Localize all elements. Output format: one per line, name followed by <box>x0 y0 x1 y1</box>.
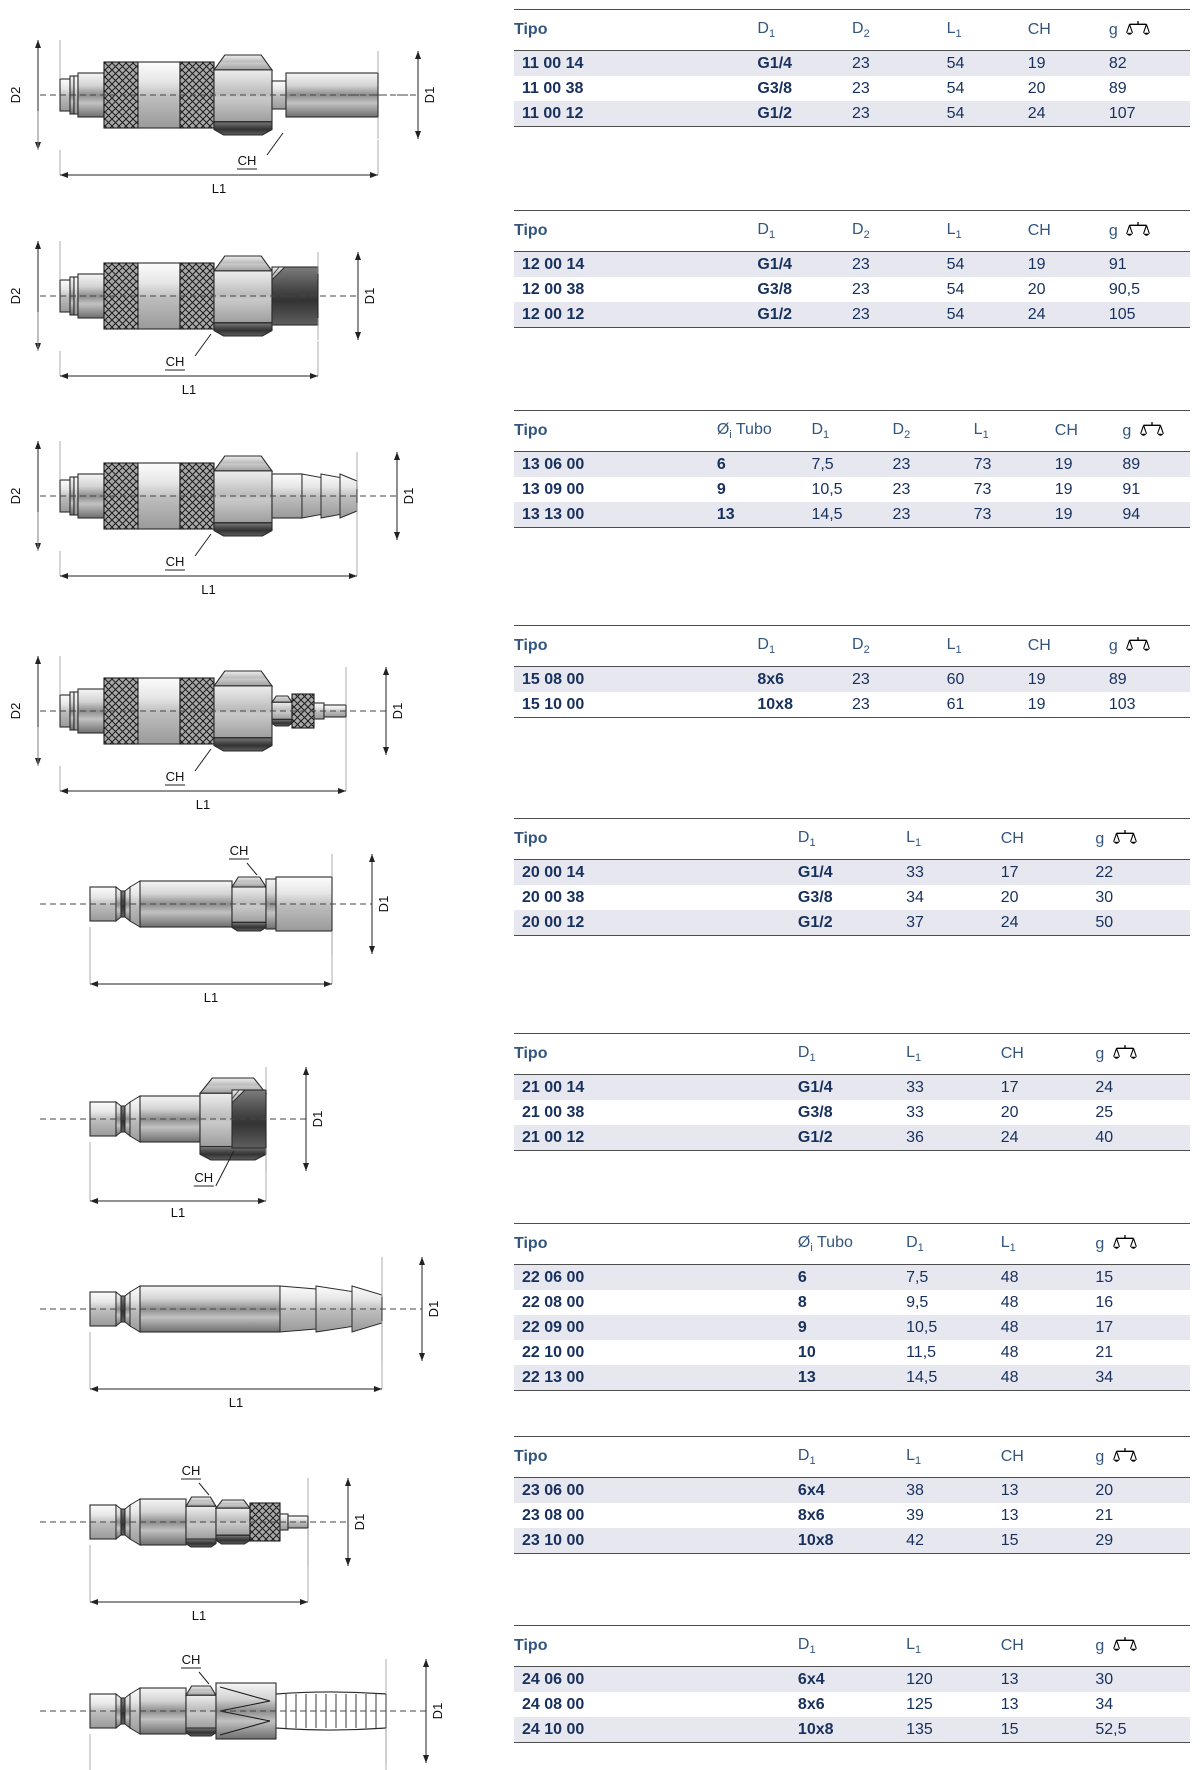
svg-text:D2: D2 <box>8 87 23 104</box>
svg-text:D1: D1 <box>310 1111 325 1128</box>
svg-text:L1: L1 <box>229 1395 243 1410</box>
svg-text:CH: CH <box>194 1170 213 1185</box>
svg-text:D1: D1 <box>401 488 416 505</box>
svg-text:D2: D2 <box>8 488 23 505</box>
svg-text:CH: CH <box>166 554 185 569</box>
svg-text:CH: CH <box>238 153 257 168</box>
svg-text:L1: L1 <box>201 582 215 597</box>
svg-text:D1: D1 <box>390 703 405 720</box>
svg-text:CH: CH <box>230 843 249 858</box>
svg-text:L1: L1 <box>204 990 218 1005</box>
svg-text:D1: D1 <box>430 1703 445 1720</box>
svg-text:L1: L1 <box>182 382 196 397</box>
svg-text:CH: CH <box>182 1463 201 1478</box>
svg-text:L1: L1 <box>212 181 226 196</box>
svg-text:D1: D1 <box>362 288 377 305</box>
svg-text:D1: D1 <box>426 1301 441 1318</box>
svg-text:D2: D2 <box>8 703 23 720</box>
svg-text:D1: D1 <box>422 87 437 104</box>
svg-text:CH: CH <box>182 1652 201 1667</box>
svg-text:D2: D2 <box>8 288 23 305</box>
svg-text:CH: CH <box>166 769 185 784</box>
svg-text:D1: D1 <box>376 896 391 913</box>
svg-text:CH: CH <box>166 354 185 369</box>
svg-text:D1: D1 <box>352 1514 367 1531</box>
